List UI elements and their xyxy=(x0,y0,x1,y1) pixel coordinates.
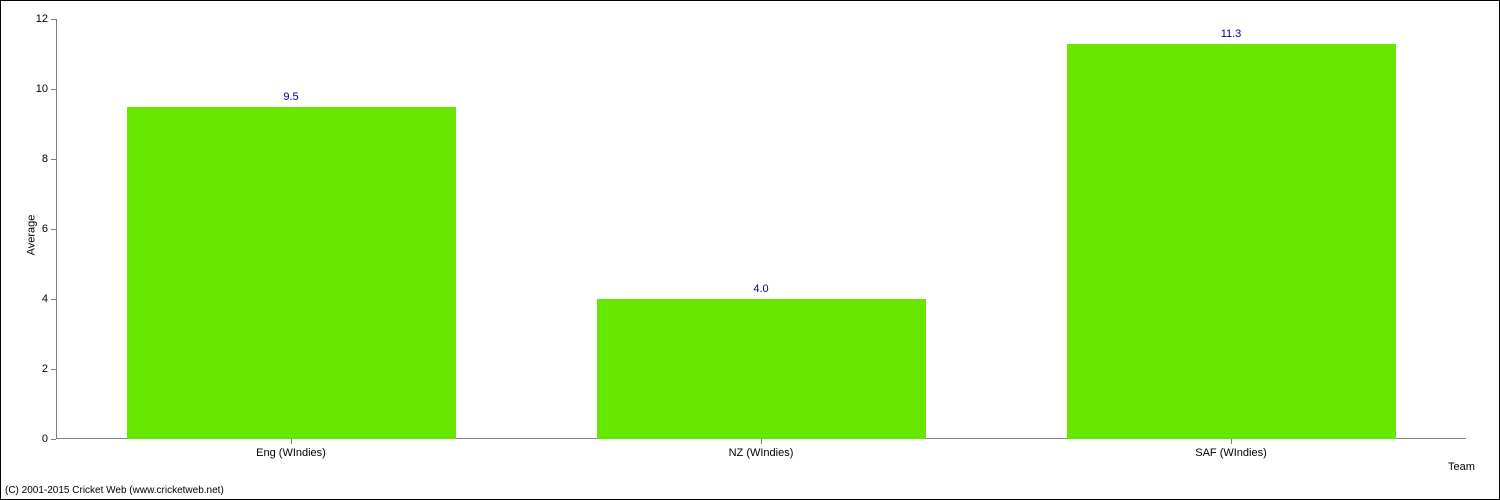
x-tick xyxy=(761,439,762,444)
bar xyxy=(127,107,456,440)
bar-value-label: 11.3 xyxy=(1221,28,1242,40)
bar-value-label: 9.5 xyxy=(283,91,298,103)
y-tick xyxy=(51,159,56,160)
bar-value-label: 4.0 xyxy=(753,283,768,295)
y-tick-label: 12 xyxy=(26,13,48,25)
y-tick-label: 2 xyxy=(26,363,48,375)
x-tick-label: SAF (WIndies) xyxy=(1195,447,1267,459)
y-tick-label: 10 xyxy=(26,83,48,95)
x-tick xyxy=(1231,439,1232,444)
y-tick xyxy=(51,89,56,90)
x-tick-label: Eng (WIndies) xyxy=(256,447,326,459)
bar xyxy=(1067,44,1396,440)
y-axis-line xyxy=(56,19,57,439)
y-tick-label: 0 xyxy=(26,433,48,445)
x-axis-label: Team xyxy=(1448,461,1475,473)
y-tick xyxy=(51,369,56,370)
copyright-text: (C) 2001-2015 Cricket Web (www.cricketwe… xyxy=(5,485,224,496)
chart-frame: 0246810129.5Eng (WIndies)4.0NZ (WIndies)… xyxy=(0,0,1500,500)
y-tick xyxy=(51,439,56,440)
y-tick-label: 8 xyxy=(26,153,48,165)
y-tick-label: 4 xyxy=(26,293,48,305)
y-tick xyxy=(51,229,56,230)
y-axis-label: Average xyxy=(25,215,37,256)
x-tick-label: NZ (WIndies) xyxy=(729,447,794,459)
plot-area: 0246810129.5Eng (WIndies)4.0NZ (WIndies)… xyxy=(56,19,1466,439)
x-tick xyxy=(291,439,292,444)
y-tick xyxy=(51,299,56,300)
bar xyxy=(597,299,926,439)
y-tick xyxy=(51,19,56,20)
